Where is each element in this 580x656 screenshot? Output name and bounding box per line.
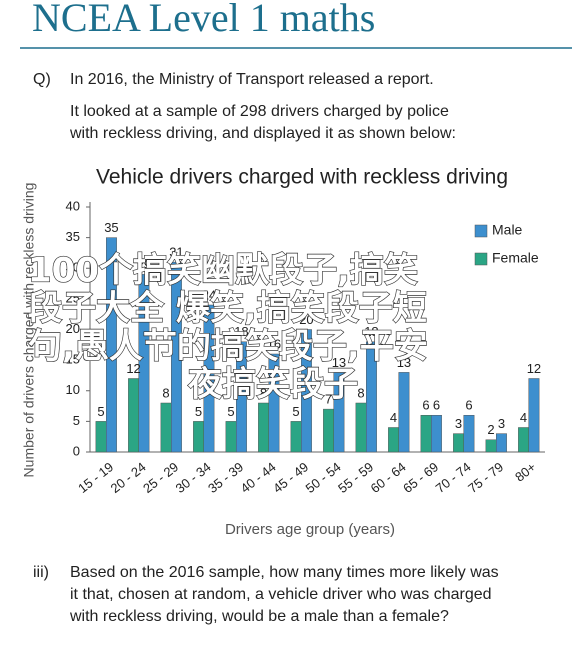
data-label: 3	[455, 416, 462, 431]
overlay-text: 段子大全 爆笑,搞笑段子短	[28, 289, 427, 329]
y-tick-label: 40	[66, 198, 80, 213]
legend-label: Male	[492, 222, 523, 238]
data-label: 35	[104, 220, 118, 235]
bar	[301, 329, 312, 453]
x-tick-label: 60 - 64	[368, 459, 409, 496]
data-label: 4	[390, 410, 397, 425]
x-tick-label: 80+	[512, 459, 539, 484]
header-title: NCEA Level 1 maths	[32, 0, 375, 40]
data-label: 2	[487, 422, 494, 437]
data-label: 20	[299, 312, 313, 327]
x-tick-label: 30 - 34	[173, 459, 214, 496]
y-tick-label: 25	[66, 290, 80, 305]
bar	[236, 341, 247, 453]
x-tick-label: 45 - 49	[270, 459, 311, 496]
data-label: 6	[465, 398, 472, 413]
data-label: 6	[433, 398, 440, 413]
data-label: 18	[364, 324, 378, 339]
bar	[225, 421, 237, 453]
data-label: 18	[234, 324, 248, 339]
bar	[453, 433, 465, 453]
x-tick-label: 50 - 54	[303, 459, 344, 496]
y-tick-label: 35	[66, 229, 80, 244]
data-label: 13	[397, 355, 411, 370]
data-label: 31	[169, 245, 183, 260]
bar	[496, 433, 507, 453]
x-tick-label: 65 - 69	[400, 459, 441, 496]
bar	[203, 304, 215, 453]
overlay-text: 句,愚人节的搞笑段子,平安	[28, 327, 428, 367]
bar	[106, 237, 117, 453]
bar	[193, 421, 205, 453]
question-label: Q)	[33, 71, 51, 88]
bar	[355, 402, 367, 453]
x-tick-label: 25 - 29	[140, 459, 181, 496]
y-tick-label: 5	[73, 413, 80, 428]
data-label: 16	[267, 336, 281, 351]
x-tick-label: 70 - 74	[433, 459, 474, 496]
x-tick-label: 75 - 79	[465, 459, 506, 496]
x-tick-label: 35 - 39	[205, 459, 246, 496]
data-label: 13	[332, 355, 346, 370]
bar	[518, 427, 529, 453]
data-label: 5	[292, 404, 299, 419]
bar	[290, 421, 302, 453]
x-axis-title: Drivers age group (years)	[225, 521, 395, 538]
question-line: It looked at a sample of 298 drivers cha…	[70, 103, 449, 120]
bar	[388, 427, 400, 453]
bar	[323, 408, 335, 453]
data-label: 8	[357, 385, 364, 400]
bar	[160, 402, 172, 453]
y-tick-label: 15	[66, 352, 80, 367]
part-line: it that, chosen at random, a vehicle dri…	[70, 586, 492, 603]
bar	[528, 378, 540, 453]
legend-swatch	[474, 224, 488, 238]
bar	[128, 378, 140, 453]
chart-title: Vehicle drivers charged with reckless dr…	[96, 166, 508, 189]
question-line: with reckless driving, and displayed it …	[69, 125, 456, 142]
y-tick-label: 30	[66, 260, 80, 275]
data-label: 3	[498, 416, 505, 431]
data-label: 8	[162, 385, 169, 400]
question-line: In 2016, the Ministry of Transport relea…	[70, 71, 434, 88]
data-label: 29	[137, 257, 151, 272]
data-label: 4	[520, 410, 527, 425]
y-axis-title: Number of drivers charged with reckless …	[21, 183, 37, 478]
part-line: Based on the 2016 sample, how many times…	[70, 564, 499, 581]
bar	[463, 415, 475, 453]
x-tick-label: 40 - 44	[238, 459, 279, 496]
bar	[138, 274, 150, 453]
legend-swatch	[474, 252, 488, 266]
bar	[431, 415, 442, 453]
data-label: 12	[527, 361, 541, 376]
data-label: 24	[202, 287, 216, 302]
bar	[258, 402, 270, 453]
data-label: 8	[260, 385, 267, 400]
x-tick-label: 20 - 24	[108, 459, 149, 496]
data-label: 12	[126, 361, 140, 376]
bar	[398, 372, 410, 453]
bar	[171, 261, 182, 453]
legend-label: Female	[492, 250, 539, 266]
data-label: 5	[97, 404, 104, 419]
data-label: 6	[422, 398, 429, 413]
bar	[366, 341, 377, 453]
part-label: iii)	[33, 564, 49, 581]
bar	[420, 415, 432, 453]
y-tick-label: 0	[73, 443, 80, 458]
y-tick-label: 10	[66, 382, 80, 397]
bar	[485, 439, 497, 453]
bar	[95, 421, 107, 453]
overlay-text: 100个搞笑幽默段子,搞笑	[28, 251, 418, 291]
part-line: with reckless driving, would be a male t…	[69, 608, 449, 625]
overlay-text: 夜搞笑段子	[187, 365, 358, 405]
data-label: 5	[227, 404, 234, 419]
data-label: 5	[195, 404, 202, 419]
x-tick-label: 55 - 59	[335, 459, 376, 496]
data-label: 7	[325, 392, 332, 407]
y-tick-label: 20	[66, 321, 80, 336]
x-tick-label: 15 - 19	[75, 459, 116, 496]
